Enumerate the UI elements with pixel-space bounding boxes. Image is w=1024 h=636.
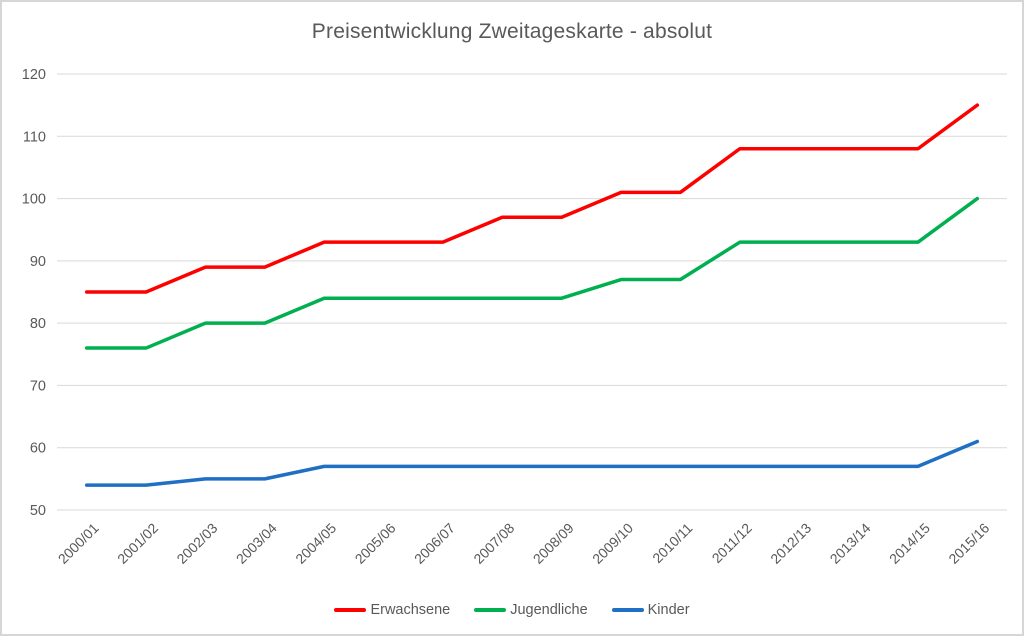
x-axis-tick-label: 2001/02 xyxy=(114,520,161,567)
x-axis-tick-label: 2011/12 xyxy=(709,520,756,567)
x-axis-tick-label: 2014/15 xyxy=(886,520,933,567)
y-axis-tick-label: 120 xyxy=(22,67,46,83)
legend-line-swatch xyxy=(474,608,507,612)
legend-label: Kinder xyxy=(647,602,690,618)
chart-title: Preisentwicklung Zweitageskarte - absolu… xyxy=(311,20,713,43)
x-axis-tick-label: 2007/08 xyxy=(470,520,517,567)
legend-label: Jugendliche xyxy=(510,602,588,618)
series-line-erwachsene xyxy=(84,103,980,294)
series-line-jugendliche xyxy=(84,196,980,350)
y-axis-tick-label: 90 xyxy=(30,254,46,270)
x-axis-tick-label: 2015/16 xyxy=(945,520,992,567)
x-axis-tick-label: 2002/03 xyxy=(173,520,220,567)
y-axis-tick-label: 50 xyxy=(30,503,46,519)
legend-line-swatch xyxy=(334,608,367,612)
x-axis-tick-label: 2009/10 xyxy=(589,520,636,567)
legend-item-jugendliche[interactable]: Jugendliche xyxy=(474,602,588,618)
y-axis-tick-label: 110 xyxy=(23,129,46,145)
legend-item-erwachsene[interactable]: Erwachsene xyxy=(334,602,450,618)
x-axis-tick-label: 2006/07 xyxy=(411,520,458,567)
x-axis-tick-label: 2012/13 xyxy=(767,520,814,567)
series-line-kinder xyxy=(84,439,980,487)
y-axis-tick-label: 100 xyxy=(22,192,46,208)
x-axis-tick-label: 2008/09 xyxy=(530,520,577,567)
x-axis-tick-label: 2000/01 xyxy=(55,520,102,567)
y-axis-tick-label: 80 xyxy=(30,316,46,332)
legend-line-swatch xyxy=(611,608,644,612)
chart-legend: Erwachsene Jugendliche Kinder xyxy=(2,602,1022,618)
legend-item-kinder[interactable]: Kinder xyxy=(611,602,690,618)
y-axis-tick-label: 60 xyxy=(30,441,46,457)
x-axis-tick-label: 2010/11 xyxy=(649,520,696,567)
x-axis-tick-label: 2005/06 xyxy=(352,520,399,567)
x-axis-tick-label: 2013/14 xyxy=(827,520,874,567)
x-axis-tick-label: 2004/05 xyxy=(292,520,339,567)
y-axis-tick-label: 70 xyxy=(30,378,46,394)
legend-label: Erwachsene xyxy=(370,602,451,618)
x-axis-tick-label: 2003/04 xyxy=(233,520,280,567)
